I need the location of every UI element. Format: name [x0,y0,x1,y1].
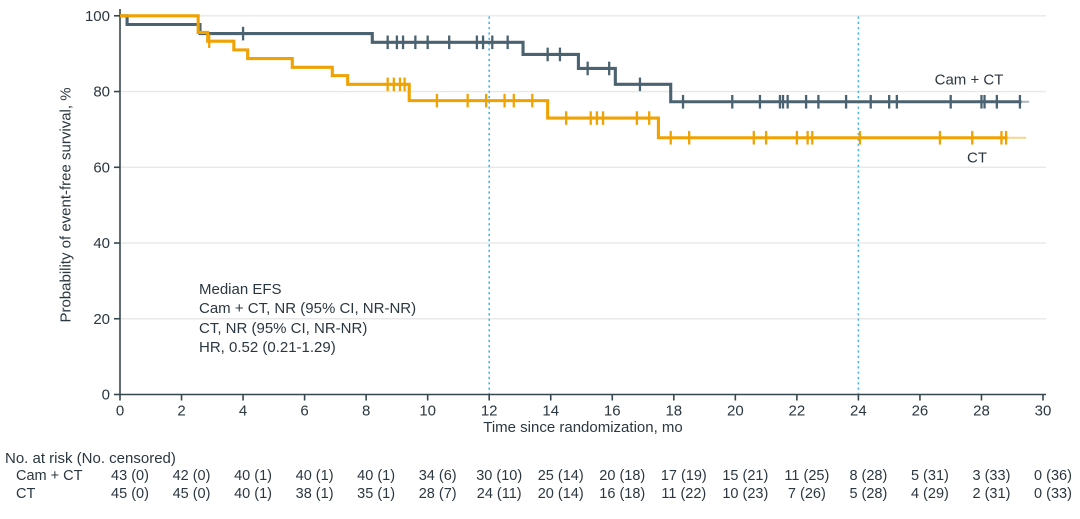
risk-cell: 16 (18) [599,486,646,502]
x-tick-label: 0 [116,403,124,420]
risk-cell: 25 (14) [537,468,584,484]
x-tick-label: 18 [665,403,682,420]
risk-cell: 40 (1) [234,486,272,502]
risk-row-label-cam-ct: Cam + CT [16,468,83,484]
y-tick-label: 20 [93,311,110,328]
risk-cell: 38 (1) [295,486,334,502]
risk-cell: 5 (31) [910,468,949,484]
risk-cell: 2 (31) [972,486,1011,502]
x-tick-label: 16 [604,403,621,420]
risk-cell: 45 (0) [111,486,149,502]
risk-cell: 40 (1) [234,468,272,484]
risk-row-label-ct: CT [16,486,36,502]
y-axis-title: Probability of event-free survival, % [57,87,75,323]
risk-cell: 40 (1) [357,468,396,484]
risk-cell: 42 (0) [172,468,211,484]
y-tick-label: 60 [93,159,110,176]
risk-table-header: No. at risk (No. censored) [5,450,176,467]
risk-cell: 11 (25) [784,468,830,484]
risk-cell: 35 (1) [357,486,396,502]
risk-cell: 3 (33) [972,468,1011,484]
risk-cell: 5 (28) [849,486,888,502]
x-tick-label: 22 [789,403,806,420]
risk-cell: 11 (22) [661,486,707,502]
x-tick-label: 6 [300,403,308,420]
x-tick-label: 28 [973,403,990,420]
x-tick-label: 10 [419,403,436,420]
y-tick-label: 100 [85,8,110,25]
risk-cell: 28 (7) [418,486,457,502]
risk-cell: 0 (36) [1034,468,1072,484]
x-tick-label: 12 [481,403,498,420]
y-tick-label: 0 [102,387,110,404]
risk-cell: 4 (29) [910,486,949,502]
annotation-line-cam-ct: Cam + CT, NR (95% CI, NR-NR) [199,300,417,318]
risk-cell: 20 (14) [537,486,584,502]
x-tick-label: 4 [239,403,247,420]
risk-cell: 7 (26) [787,486,826,502]
risk-cell: 17 (19) [660,468,707,484]
risk-cell: 24 (11) [476,486,522,502]
km-curve-ct [120,14,1008,140]
y-tick-label: 80 [93,84,110,101]
risk-cell: 45 (0) [172,486,211,502]
x-tick-label: 8 [362,403,370,420]
x-tick-label: 24 [850,403,867,420]
x-axis-title: Time since randomization, mo [483,419,683,436]
annotation-line-ct: CT, NR (95% CI, NR-NR) [199,319,368,337]
annotation-line-hr: HR, 0.52 (0.21-1.29) [199,339,336,357]
risk-cell: 40 (1) [295,468,334,484]
risk-cell: 43 (0) [111,468,149,484]
x-tick-label: 30 [1035,403,1052,420]
annotation-line-median-efs: Median EFS [199,281,282,298]
x-tick-label: 2 [177,403,185,420]
risk-cell: 8 (28) [849,468,888,484]
risk-cell: 30 (10) [476,468,523,484]
median-efs-annotation: Median EFS Cam + CT, NR (95% CI, NR-NR) … [199,280,416,358]
x-tick-label: 26 [912,403,929,420]
x-tick-label: 20 [727,403,744,420]
risk-cell: 0 (33) [1034,486,1072,502]
risk-cell: 34 (6) [418,468,457,484]
y-tick-label: 40 [93,235,110,252]
km-curve-cam-ct [120,14,1022,104]
risk-cell: 10 (23) [722,486,769,502]
risk-cell: 20 (18) [599,468,646,484]
series-label-cam-ct: Cam + CT [934,71,1004,89]
series-label-ct: CT [967,149,987,167]
risk-cell: 15 (21) [722,468,769,484]
x-tick-label: 14 [542,403,559,420]
